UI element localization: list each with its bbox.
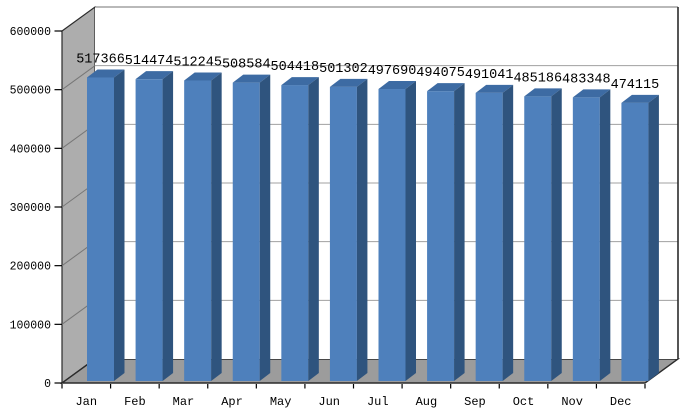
bar-side-face[interactable] <box>308 77 319 382</box>
x-axis-label: Apr <box>221 395 243 409</box>
bar-value-label: 474115 <box>611 78 660 93</box>
bar-top-face[interactable] <box>232 74 271 83</box>
bar-Jun[interactable] <box>329 86 357 381</box>
bar-top-face[interactable] <box>621 94 659 103</box>
bar-Mar[interactable] <box>184 80 212 381</box>
bar-value-label: 501302 <box>319 62 368 77</box>
y-axis-label: 500000 <box>10 85 52 98</box>
bar-Jan[interactable] <box>87 77 114 382</box>
bar-Sep[interactable] <box>475 92 503 382</box>
bar-side-face[interactable] <box>405 81 417 382</box>
bar-side-face[interactable] <box>114 69 125 382</box>
bar-top-face[interactable] <box>524 88 562 97</box>
bar-Dec[interactable] <box>621 102 649 381</box>
bar-value-label: 497690 <box>368 64 417 79</box>
x-axis-label: May <box>270 395 292 409</box>
bar-top-face[interactable] <box>475 84 514 93</box>
bar-side-face[interactable] <box>259 74 271 381</box>
bar-top-face[interactable] <box>184 72 222 81</box>
bar-value-label: 514474 <box>125 54 174 69</box>
x-axis-label: Mar <box>173 395 195 409</box>
x-axis-label: Jan <box>75 395 97 409</box>
bar-side-face[interactable] <box>162 71 174 381</box>
bar-value-label: 494075 <box>416 66 465 81</box>
bar-side-face[interactable] <box>599 89 611 381</box>
bar-top-face[interactable] <box>87 69 125 78</box>
bar-May[interactable] <box>281 85 309 382</box>
x-axis-label: Oct <box>513 395 535 409</box>
x-axis-label: Sep <box>464 395 486 409</box>
x-axis-label: Aug <box>416 395 438 409</box>
bar-value-label: 512245 <box>173 55 222 70</box>
bar-side-face[interactable] <box>356 78 368 381</box>
x-axis-label: Dec <box>610 395 632 409</box>
bar-top-face[interactable] <box>427 83 465 92</box>
bar-Aug[interactable] <box>427 91 455 381</box>
y-axis-label: 100000 <box>10 319 52 332</box>
side-wall-gridline <box>61 65 96 91</box>
bar-value-label: 483348 <box>562 72 611 87</box>
bar-side-face[interactable] <box>502 84 514 382</box>
x-axis-label: Feb <box>124 395 146 409</box>
x-axis-label: Jun <box>318 395 340 409</box>
bar-Oct[interactable] <box>524 96 552 381</box>
bar-value-label: 485186 <box>513 71 562 86</box>
x-axis-label: Nov <box>561 395 583 409</box>
bar-Apr[interactable] <box>232 82 260 381</box>
bar-side-face[interactable] <box>211 72 222 381</box>
bar-Jul[interactable] <box>378 89 406 382</box>
bar-side-face[interactable] <box>454 83 465 381</box>
bar-top-face[interactable] <box>135 71 174 80</box>
bar-value-label: 504418 <box>271 60 320 75</box>
bar-side-face[interactable] <box>551 88 562 381</box>
bar-value-label: 491041 <box>465 68 514 83</box>
y-axis-label: 0 <box>44 378 51 391</box>
bar-top-face[interactable] <box>329 78 368 87</box>
y-axis-label: 600000 <box>10 26 52 39</box>
bar-value-label: 517366 <box>76 52 125 67</box>
y-axis-label: 300000 <box>10 202 52 215</box>
bar-value-label: 508584 <box>222 58 271 73</box>
bar-Nov[interactable] <box>572 97 600 381</box>
x-axis-label: Jul <box>367 395 389 409</box>
bar-side-face[interactable] <box>648 94 659 381</box>
y-axis-label: 200000 <box>10 261 52 274</box>
bar-top-face[interactable] <box>378 81 417 90</box>
y-axis-label: 400000 <box>10 143 52 156</box>
bar-top-face[interactable] <box>572 89 611 98</box>
bar-top-face[interactable] <box>281 77 319 86</box>
bar-Feb[interactable] <box>135 79 163 381</box>
